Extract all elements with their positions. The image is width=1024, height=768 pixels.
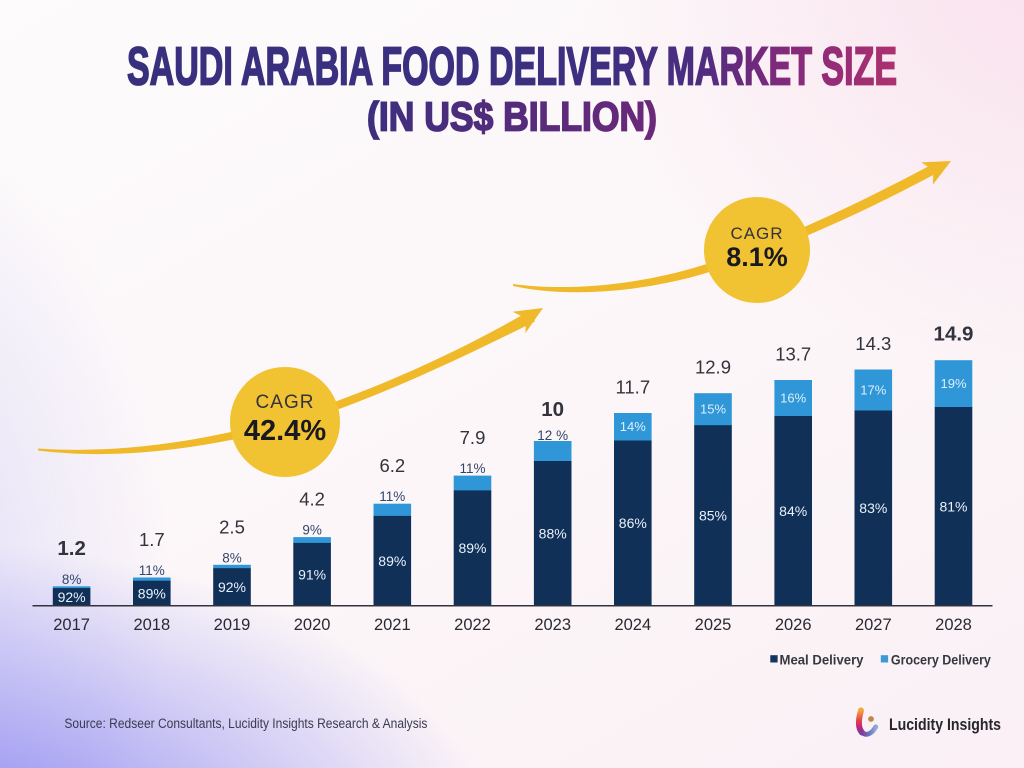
svg-text:2.5: 2.5: [219, 516, 245, 537]
svg-text:2023: 2023: [534, 616, 571, 634]
svg-text:2025: 2025: [695, 616, 732, 634]
svg-text:89%: 89%: [378, 553, 406, 569]
svg-text:92%: 92%: [58, 589, 86, 605]
svg-text:85%: 85%: [699, 508, 727, 524]
svg-text:2021: 2021: [374, 616, 411, 634]
svg-text:19%: 19%: [940, 376, 966, 391]
svg-text:2024: 2024: [614, 616, 651, 634]
svg-text:2020: 2020: [294, 616, 331, 634]
svg-text:9%: 9%: [302, 523, 322, 538]
svg-text:84%: 84%: [779, 503, 807, 519]
svg-text:Source: Redseer Consultants, L: Source: Redseer Consultants, Lucidity In…: [64, 716, 427, 731]
svg-text:2017: 2017: [53, 616, 90, 634]
svg-text:2019: 2019: [214, 616, 251, 634]
svg-text:10: 10: [541, 398, 564, 421]
svg-text:2027: 2027: [855, 616, 892, 634]
svg-text:11%: 11%: [139, 563, 165, 578]
svg-text:12 %: 12 %: [537, 428, 568, 443]
svg-text:4.2: 4.2: [299, 489, 325, 510]
svg-text:2018: 2018: [133, 616, 170, 634]
svg-text:15%: 15%: [700, 402, 726, 417]
svg-text:8%: 8%: [222, 550, 242, 565]
svg-text:6.2: 6.2: [379, 455, 405, 476]
svg-text:2028: 2028: [935, 616, 972, 634]
svg-text:16%: 16%: [780, 391, 806, 406]
svg-text:13.7: 13.7: [775, 344, 811, 365]
svg-text:CAGR: CAGR: [256, 392, 315, 413]
svg-text:89%: 89%: [138, 585, 166, 601]
svg-text:81%: 81%: [939, 499, 967, 515]
svg-text:7.9: 7.9: [460, 427, 486, 448]
svg-text:17%: 17%: [860, 383, 886, 398]
svg-text:2022: 2022: [454, 616, 491, 634]
svg-text:86%: 86%: [619, 515, 647, 531]
svg-text:14.3: 14.3: [855, 333, 891, 354]
svg-text:88%: 88%: [539, 526, 567, 542]
svg-text:(IN US$ BILLION): (IN US$ BILLION): [367, 94, 657, 140]
svg-text:1.7: 1.7: [139, 529, 165, 550]
svg-text:91%: 91%: [298, 567, 326, 583]
svg-text:SAUDI ARABIA FOOD DELIVERY MAR: SAUDI ARABIA FOOD DELIVERY MARKET SIZE: [127, 37, 897, 97]
svg-text:83%: 83%: [859, 500, 887, 516]
svg-text:14%: 14%: [620, 419, 646, 434]
svg-text:92%: 92%: [218, 579, 246, 595]
svg-text:12.9: 12.9: [695, 357, 731, 378]
svg-text:8.1%: 8.1%: [726, 242, 788, 272]
svg-text:Grocery Delivery: Grocery Delivery: [891, 653, 991, 668]
svg-text:14.9: 14.9: [934, 323, 974, 346]
svg-text:89%: 89%: [458, 540, 486, 556]
svg-text:11%: 11%: [459, 461, 485, 476]
svg-text:1.2: 1.2: [57, 537, 86, 560]
svg-text:8%: 8%: [62, 572, 82, 587]
svg-text:11.7: 11.7: [615, 377, 650, 398]
svg-text:42.4%: 42.4%: [244, 415, 326, 447]
svg-text:2026: 2026: [775, 616, 812, 634]
svg-text:Meal Delivery: Meal Delivery: [780, 653, 864, 668]
svg-text:CAGR: CAGR: [730, 224, 783, 243]
svg-text:Lucidity Insights: Lucidity Insights: [889, 716, 1001, 734]
svg-text:11%: 11%: [379, 489, 405, 504]
